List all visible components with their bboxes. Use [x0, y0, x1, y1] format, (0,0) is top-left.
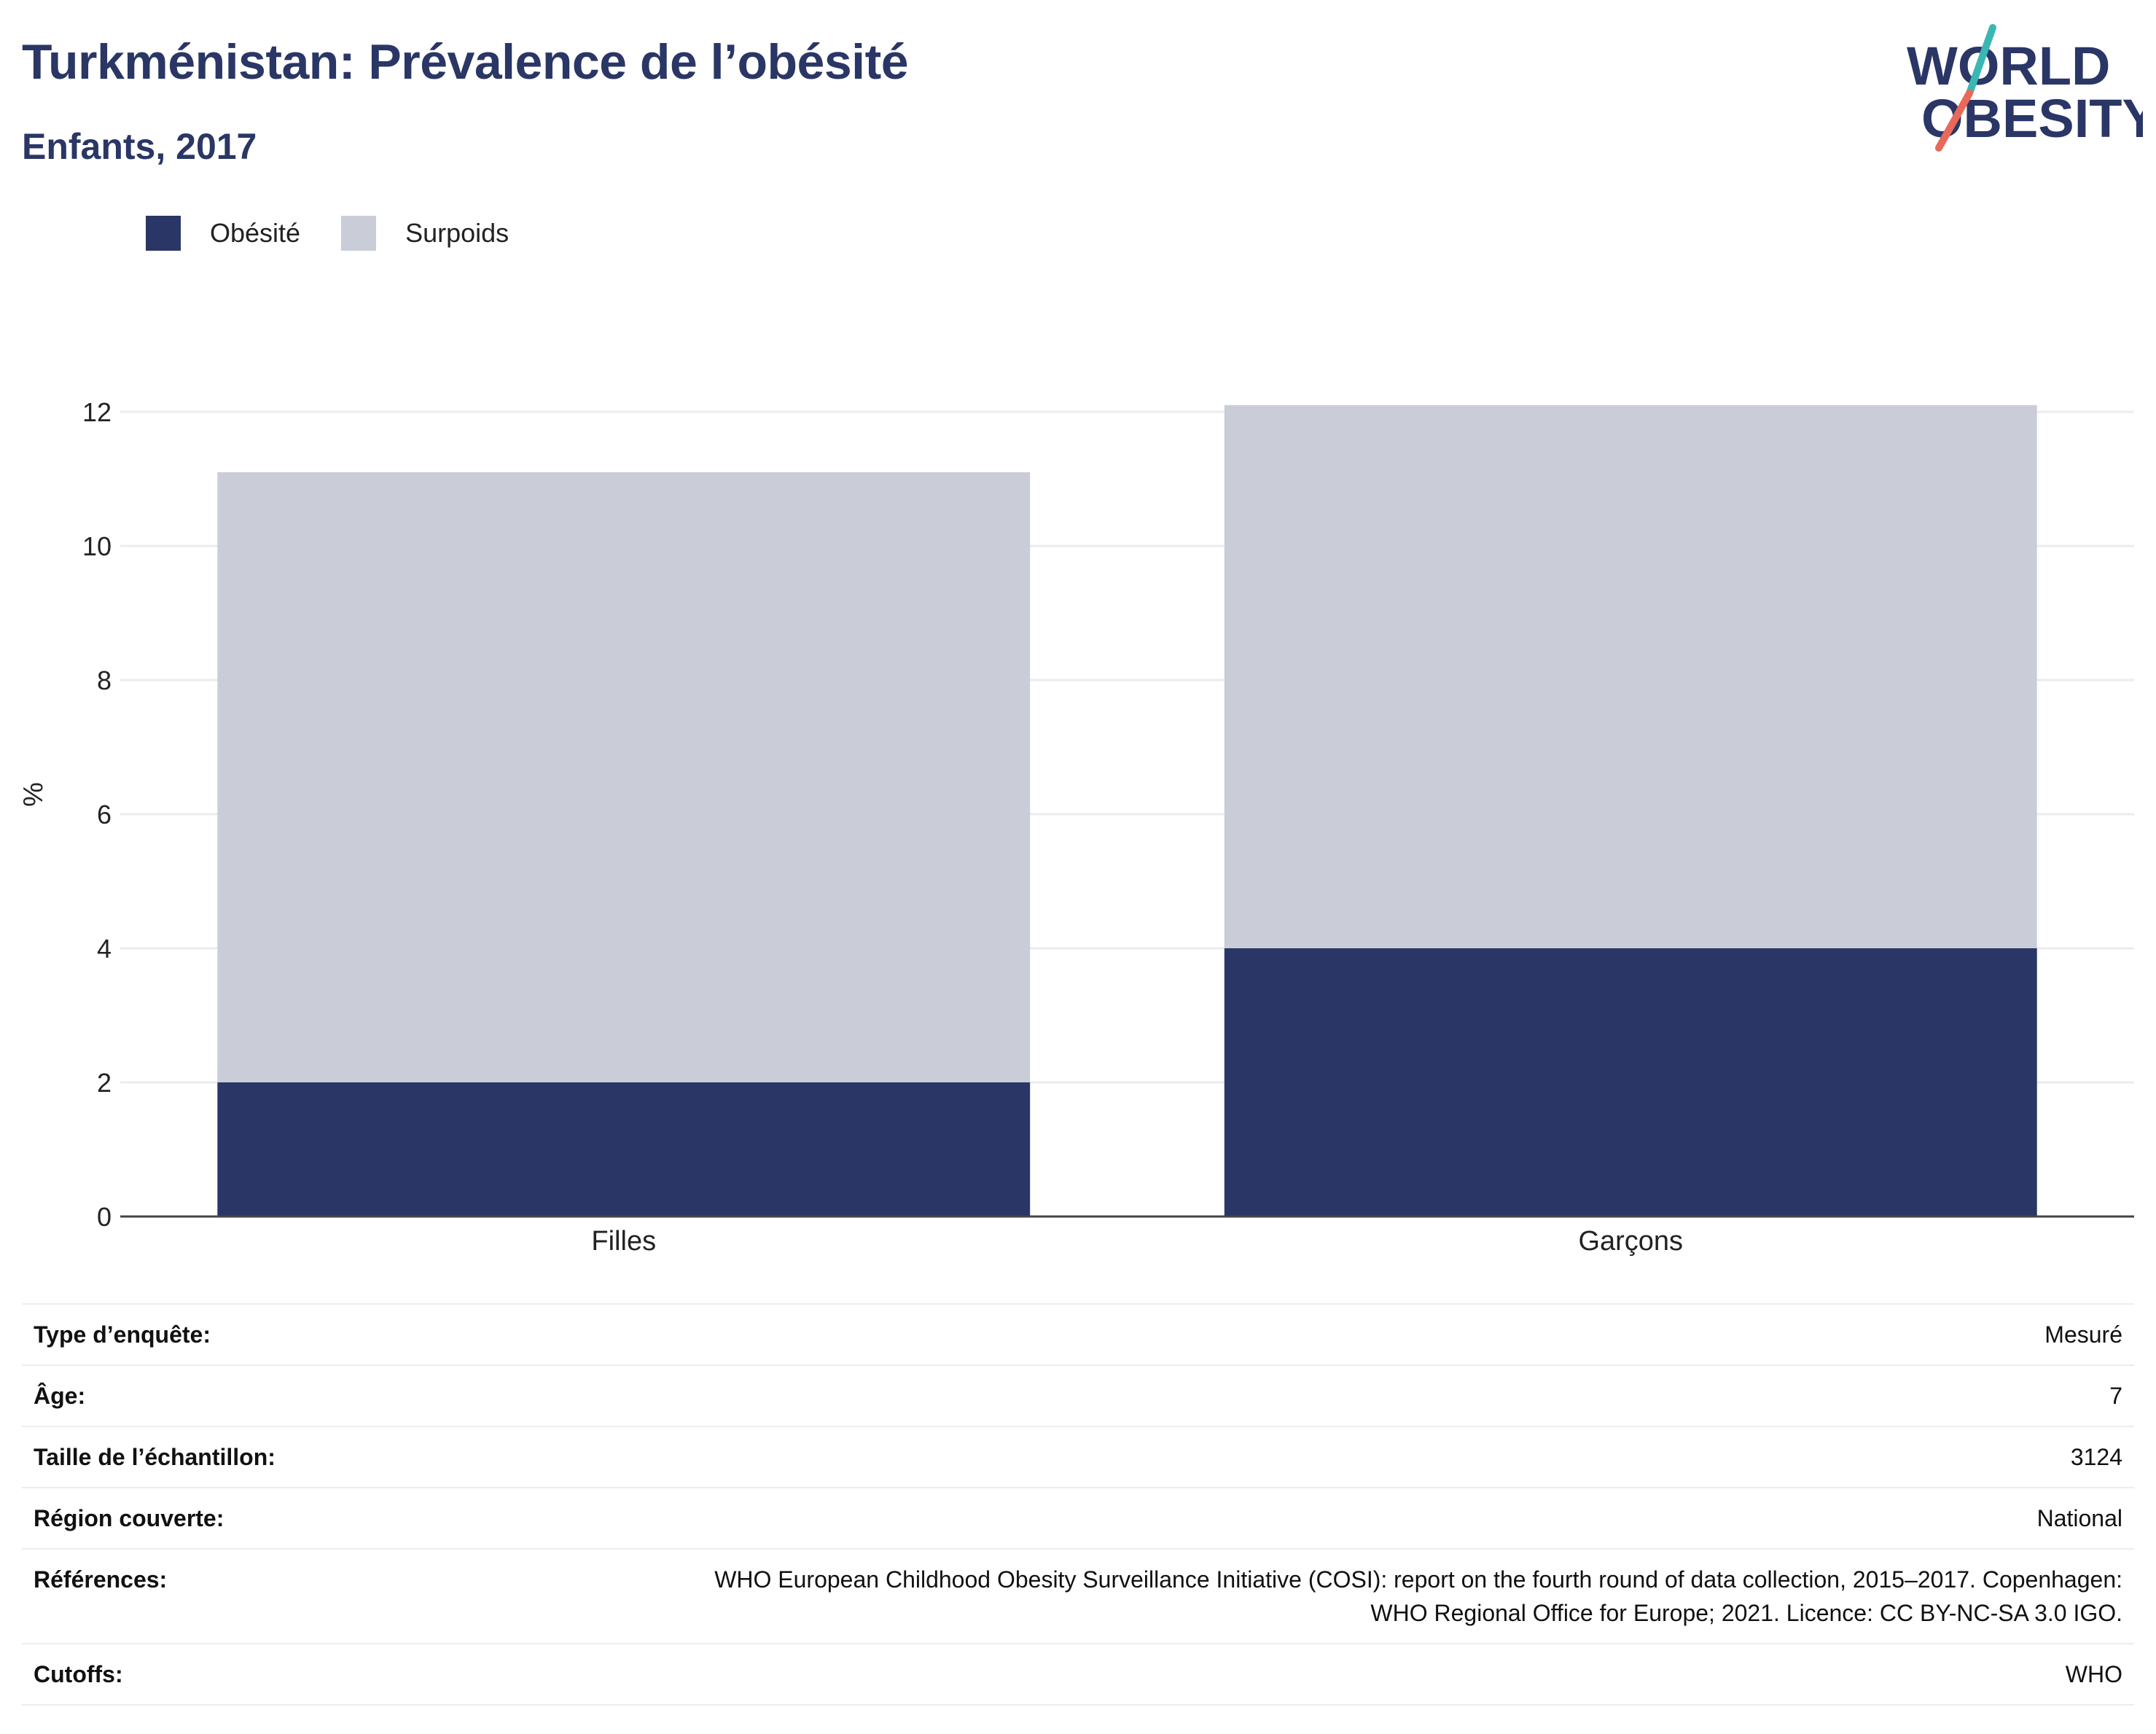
legend-swatch-surpoids	[341, 216, 377, 251]
x-tick-labels: Filles Garçons	[591, 1226, 1683, 1257]
y-tick-label: 12	[82, 397, 112, 427]
details-row-references: Références: WHO European Childhood Obesi…	[22, 1549, 2134, 1644]
survey-details-table: Type d’enquête: Mesuré Âge: 7 Taille de …	[22, 1303, 2134, 1706]
details-value: WHO European Childhood Obesity Surveilla…	[483, 1549, 2134, 1644]
legend-item-obesite[interactable]: Obésité	[146, 216, 300, 251]
details-key: Cutoffs:	[34, 1661, 123, 1687]
y-tick-label: 8	[97, 665, 112, 695]
reference-line-1: WHO European Childhood Obesity Surveilla…	[714, 1566, 2122, 1593]
details-key: Taille de l’échantillon:	[34, 1444, 276, 1470]
details-row-cutoffs: Cutoffs: WHO	[22, 1644, 2134, 1705]
bars	[217, 405, 2037, 1216]
details-value: National	[2036, 1505, 2122, 1531]
reference-line-2: WHO Regional Office for Europe; 2021. Li…	[1370, 1600, 2122, 1626]
bar-ob-sit--filles[interactable]	[217, 1082, 1031, 1216]
logo-text-world: WORLD	[1907, 36, 2111, 96]
details-value: 7	[2109, 1383, 2122, 1409]
y-tick-labels: 0 2 4 6 8 10 12	[82, 397, 112, 1232]
y-tick-label: 0	[97, 1202, 112, 1232]
bar-surpoids-filles[interactable]	[217, 472, 1031, 1082]
page-subtitle: Enfants, 2017	[22, 126, 257, 167]
details-value: Mesuré	[2044, 1321, 2122, 1348]
x-tick-label: Filles	[591, 1226, 656, 1257]
logo-slash-bottom	[1935, 90, 1973, 152]
details-key: Références:	[34, 1566, 168, 1593]
details-key: Région couverte:	[34, 1505, 224, 1531]
logo-slash-top	[1966, 24, 1996, 97]
y-tick-label: 4	[97, 934, 112, 964]
details-row-age: Âge: 7	[22, 1365, 2134, 1426]
details-value: WHO	[2065, 1661, 2122, 1687]
stacked-bar-chart: 0 2 4 6 8 10 12 % Filles Garçons	[18, 397, 2134, 1257]
legend-swatch-obesite	[146, 216, 181, 251]
bar-surpoids-gar-ons[interactable]	[1224, 405, 2037, 948]
y-tick-label: 2	[97, 1068, 112, 1098]
details-row-survey-type: Type d’enquête: Mesuré	[22, 1304, 2134, 1365]
details-key: Type d’enquête:	[34, 1321, 211, 1348]
details-key: Âge:	[34, 1383, 86, 1409]
page-title: Turkménistan: Prévalence de l’obésité	[22, 34, 909, 90]
legend-item-surpoids[interactable]: Surpoids	[341, 216, 509, 251]
details-row-sample-size: Taille de l’échantillon: 3124	[22, 1426, 2134, 1488]
bar-ob-sit--gar-ons[interactable]	[1224, 948, 2037, 1216]
details-row-region: Région couverte: National	[22, 1488, 2134, 1549]
y-axis-label: %	[18, 782, 49, 807]
legend-label-obesite: Obésité	[210, 218, 301, 248]
chart-legend: Obésité Surpoids	[146, 216, 550, 251]
y-tick-label: 10	[82, 531, 112, 561]
details-value: 3124	[2070, 1444, 2122, 1470]
world-obesity-logo: WORLD OBESITY	[1907, 24, 2143, 152]
x-tick-label: Garçons	[1578, 1226, 1683, 1257]
y-tick-label: 6	[97, 800, 112, 829]
legend-label-surpoids: Surpoids	[405, 218, 509, 248]
